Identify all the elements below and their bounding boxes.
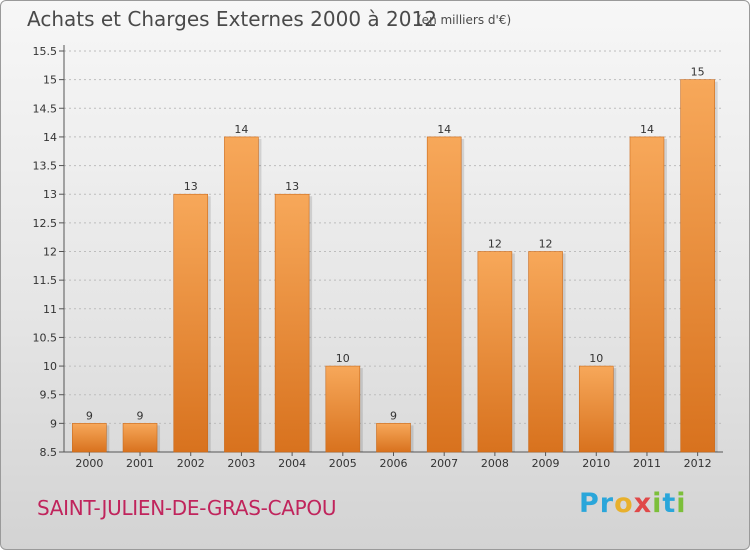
bar: [578, 365, 614, 453]
y-tick-label: 9.5: [40, 389, 58, 402]
x-tick-label: 2010: [582, 457, 610, 470]
y-tick-label: 14: [43, 131, 57, 144]
x-tick-label: 2012: [684, 457, 712, 470]
x-tick-label: 2003: [227, 457, 255, 470]
x-tick-label: 2008: [481, 457, 509, 470]
bar: [477, 251, 513, 453]
labels: 8.5 9 9.5 10 10.5 11 11.5 12 12.5 13 13.5 14 14.5 15 1…: [33, 45, 712, 470]
x-tick-label: 2002: [177, 457, 205, 470]
bar: [122, 423, 158, 453]
y-tick-label: 10: [43, 360, 57, 373]
x-tick-label: 2011: [633, 457, 661, 470]
y-tick-label: 15: [43, 74, 57, 87]
bars: [72, 79, 718, 453]
bar: [528, 251, 563, 453]
bar-value-label: 9: [137, 409, 144, 422]
chart-unit: (en milliers d'€): [417, 13, 512, 27]
x-tick-label: 2009: [532, 457, 560, 470]
x-tick-label: 2004: [278, 457, 306, 470]
bar: [274, 193, 310, 453]
y-tick-label: 14.5: [33, 102, 58, 115]
x-tick-label: 2001: [126, 457, 154, 470]
bar-value-label: 13: [184, 180, 198, 193]
y-tick-label: 12.5: [33, 217, 58, 230]
bar: [376, 423, 411, 453]
x-tick-label: 2000: [75, 457, 103, 470]
y-tick-label: 10.5: [33, 331, 58, 344]
bar-value-label: 14: [640, 123, 654, 136]
bar-value-label: 13: [285, 180, 299, 193]
y-tick-label: 11.5: [33, 274, 58, 287]
y-tick-label: 13: [43, 188, 57, 201]
bar-value-label: 14: [437, 123, 451, 136]
bar-value-label: 12: [539, 238, 553, 251]
proxiti-logo: Proxiti: [579, 488, 687, 519]
x-tick-label: 2005: [329, 457, 357, 470]
x-tick-label: 2007: [430, 457, 458, 470]
bar-value-label: 14: [234, 123, 248, 136]
bar-value-label: 15: [691, 66, 705, 79]
bar-value-label: 9: [390, 409, 397, 422]
bar: [629, 136, 665, 453]
bar: [325, 365, 361, 453]
y-tick-label: 13.5: [33, 160, 58, 173]
bar: [426, 136, 462, 453]
bar-value-label: 10: [589, 352, 603, 365]
bar: [72, 423, 107, 453]
y-tick-label: 11: [43, 303, 57, 316]
bar: [680, 79, 715, 453]
y-tick-label: 8.5: [40, 446, 58, 459]
y-tick-label: 12: [43, 246, 57, 259]
chart-title: Achats et Charges Externes 2000 à 2012: [27, 7, 437, 31]
y-tick-label: 9: [50, 417, 57, 430]
place-name: SAINT-JULIEN-DE-GRAS-CAPOU: [37, 496, 337, 520]
grid-lines: [64, 50, 723, 453]
y-tick-label: 15.5: [33, 45, 58, 58]
bar-value-label: 12: [488, 238, 502, 251]
bar: [173, 193, 209, 453]
bar-value-label: 9: [86, 409, 93, 422]
x-tick-label: 2006: [380, 457, 408, 470]
bar-value-label: 10: [336, 352, 350, 365]
bar: [224, 136, 259, 453]
